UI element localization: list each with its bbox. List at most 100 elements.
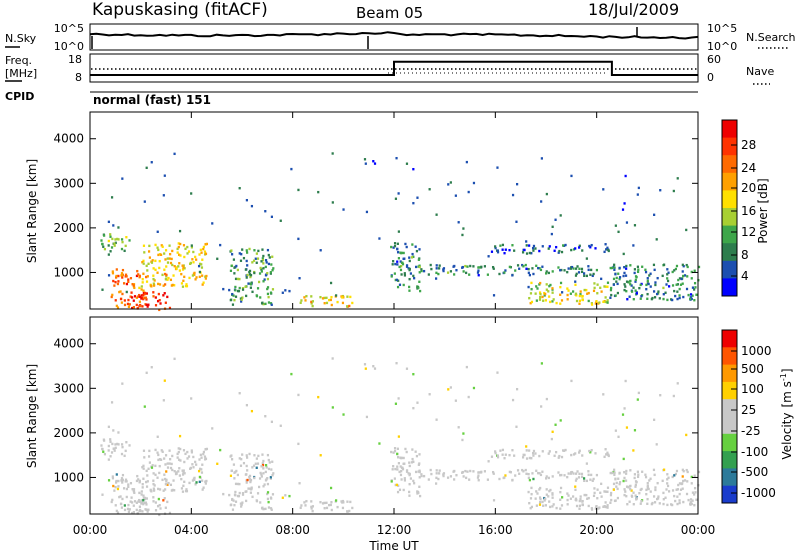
power-point [585, 288, 588, 292]
power-point [534, 292, 537, 295]
power-point [521, 263, 524, 267]
velocity-point [634, 483, 637, 487]
velocity-point [623, 471, 626, 474]
power-point [693, 269, 696, 272]
velocity-point [260, 473, 263, 476]
velocity-point [168, 449, 171, 452]
power-point [570, 248, 573, 252]
velocity-point [578, 504, 582, 507]
power-point [543, 294, 546, 297]
colorbar-frame [721, 119, 738, 297]
velocity-point [618, 482, 621, 486]
velocity-point [686, 470, 689, 474]
power-point [117, 238, 120, 241]
power-point [461, 233, 464, 237]
colorbar-segment [722, 120, 737, 139]
velocity-point [538, 488, 541, 491]
velocity-point [123, 454, 126, 458]
power-point [654, 283, 657, 287]
power-point [173, 152, 176, 156]
velocity-point [530, 486, 533, 490]
velocity-point [461, 470, 464, 474]
velocity-point [678, 482, 682, 485]
power-point [613, 268, 616, 271]
velocity-point [394, 402, 398, 405]
power-point [180, 272, 183, 276]
power-point [114, 241, 117, 245]
velocity-point [116, 487, 120, 491]
velocity-point [671, 475, 674, 479]
power-point [158, 298, 161, 302]
velocity-point [219, 448, 222, 452]
power-point [587, 268, 590, 272]
velocity-point [236, 494, 240, 498]
power-point [198, 270, 201, 274]
velocity-point [469, 469, 472, 473]
power-point [400, 273, 403, 276]
velocity-point [190, 451, 194, 454]
power-point [198, 275, 201, 279]
velocity-point [621, 413, 625, 416]
velocity-point [152, 472, 155, 475]
velocity-point [193, 478, 196, 481]
power-point [462, 227, 465, 230]
nave-tick-bottom: 0 [707, 71, 714, 84]
velocity-point [600, 495, 603, 498]
power-point [447, 183, 450, 186]
velocity-point [144, 501, 148, 504]
power-point [261, 248, 264, 251]
velocity-point [249, 491, 252, 494]
velocity-point [418, 476, 421, 479]
power-point [198, 262, 202, 266]
power-point [408, 256, 411, 259]
velocity-point [551, 505, 554, 508]
velocity-point [229, 474, 233, 478]
velocity-point [248, 452, 251, 456]
velocity-point [410, 461, 414, 464]
power-point [247, 282, 250, 285]
power-point [124, 244, 127, 248]
power-point [513, 249, 516, 252]
velocity-point [580, 472, 584, 476]
power-point [685, 287, 689, 291]
power-point [107, 239, 110, 243]
velocity-point [182, 484, 185, 488]
velocity-point [655, 443, 658, 446]
velocity-point [671, 503, 674, 507]
power-point [607, 249, 610, 253]
power-point [113, 244, 116, 247]
velocity-point [163, 497, 166, 500]
power-point [396, 285, 400, 289]
velocity-point [652, 495, 656, 498]
velocity-point [551, 475, 554, 478]
cpid-value: normal (fast) 151 [93, 93, 211, 107]
velocity-point [341, 501, 344, 504]
power-point [216, 257, 219, 261]
power-point [162, 194, 165, 197]
velocity-point [535, 504, 538, 507]
power-point [501, 248, 504, 251]
power-point [190, 244, 193, 247]
velocity-point [414, 470, 418, 474]
velocity-point [169, 483, 173, 487]
velocity-point [553, 454, 556, 457]
velocity-point [205, 447, 209, 451]
velocity-point [603, 455, 606, 459]
velocity-point [157, 497, 160, 501]
power-point [578, 244, 581, 247]
power-point [555, 301, 558, 305]
power-point [230, 264, 233, 268]
velocity-point [624, 379, 627, 383]
power-point [529, 292, 533, 295]
velocity-point [156, 435, 159, 438]
power-point [629, 279, 632, 283]
power-point [258, 272, 262, 275]
power-point [579, 293, 582, 296]
velocity-point [262, 485, 265, 488]
velocity-point [602, 505, 605, 509]
colorbar-segment [722, 155, 737, 174]
velocity-point [392, 465, 395, 468]
power-point [184, 284, 188, 288]
velocity-point [534, 452, 537, 455]
velocity-point [136, 474, 139, 478]
